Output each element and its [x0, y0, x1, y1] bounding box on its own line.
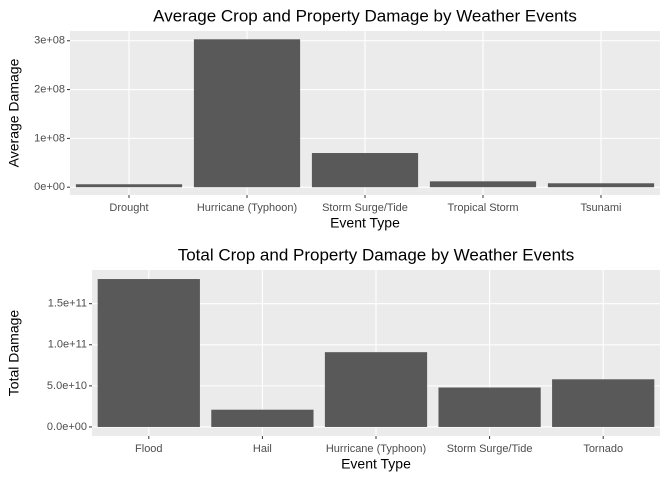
bar	[324, 352, 428, 427]
x-axis-title: Event Type	[341, 456, 411, 472]
bar	[211, 409, 314, 427]
y-tick-label: 2e+08	[34, 83, 65, 95]
bar	[75, 184, 183, 188]
x-tick-label: Drought	[109, 202, 148, 214]
bar	[97, 279, 200, 427]
chart-title: Total Crop and Property Damage by Weathe…	[178, 245, 575, 264]
chart-title: Average Crop and Property Damage by Weat…	[153, 6, 577, 25]
y-tick-label: 0.0e+00	[47, 421, 87, 433]
x-tick-label: Hail	[253, 443, 272, 455]
bar	[547, 183, 655, 188]
x-tick-label: Tornado	[583, 443, 623, 455]
x-tick-label: Hurricane (Typhoon)	[326, 443, 426, 455]
bar	[311, 153, 419, 188]
x-tick-label: Storm Surge/Tide	[322, 202, 408, 214]
y-tick-label: 1.5e+11	[48, 298, 87, 310]
x-tick-label: Flood	[135, 443, 163, 455]
y-axis-title: Average Damage	[6, 58, 22, 167]
y-tick-label: 1.0e+11	[48, 339, 87, 351]
x-tick-label: Tsunami	[581, 202, 622, 214]
x-tick-label: Hurricane (Typhoon)	[197, 202, 297, 214]
bar	[552, 379, 655, 427]
x-tick-label: Tropical Storm	[447, 202, 518, 214]
bar	[193, 39, 301, 188]
y-tick-label: 5.0e+10	[47, 380, 87, 392]
bar	[429, 181, 537, 188]
bar	[438, 387, 541, 427]
y-tick-label: 3e+08	[34, 35, 65, 47]
y-tick-label: 0e+00	[34, 181, 65, 193]
y-axis-title: Total Damage	[6, 310, 22, 397]
x-axis-title: Event Type	[330, 215, 400, 231]
y-tick-label: 1e+08	[34, 132, 65, 144]
x-tick-label: Storm Surge/Tide	[447, 443, 533, 455]
